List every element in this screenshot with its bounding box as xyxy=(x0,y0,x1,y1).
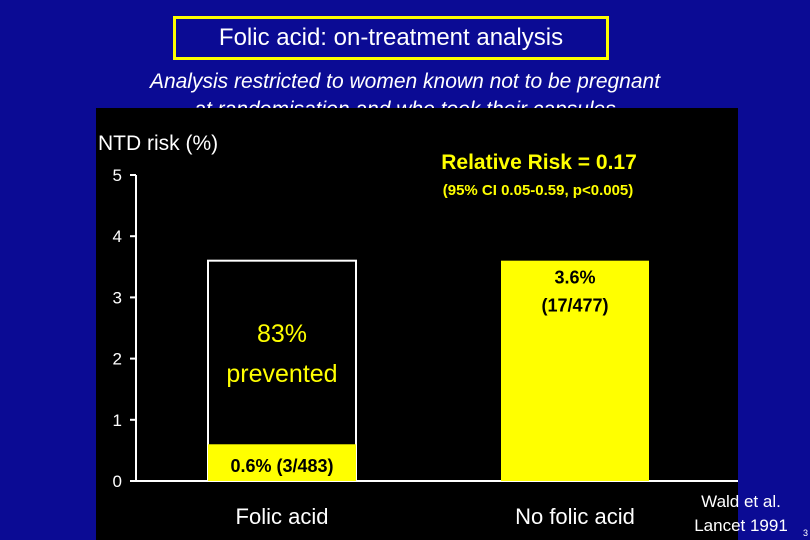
page-number: 3 xyxy=(803,528,809,538)
data-label-no-folic-acid-count: (17/477) xyxy=(541,296,608,316)
bar-folic-acid xyxy=(208,444,356,481)
data-label-folic-acid: 0.6% (3/483) xyxy=(230,456,333,476)
slide-title: Folic acid: on-treatment analysis xyxy=(173,16,609,60)
y-tick-label: 1 xyxy=(113,411,122,430)
citation: Wald et al. Lancet 1991 xyxy=(678,490,804,538)
confidence-interval-annotation: (95% CI 0.05-0.59, p<0.005) xyxy=(443,182,634,199)
y-tick-label: 0 xyxy=(113,472,122,491)
y-tick-label: 5 xyxy=(113,166,122,185)
prevented-word-annotation: prevented xyxy=(226,360,337,388)
prevented-percent-annotation: 83% xyxy=(257,320,307,348)
subtitle-line-1: Analysis restricted to women known not t… xyxy=(149,70,661,93)
citation-line-2: Lancet 1991 xyxy=(694,516,788,535)
bar-no-folic-acid xyxy=(501,260,649,481)
relative-risk-annotation: Relative Risk = 0.17 xyxy=(441,151,637,174)
y-tick-label: 4 xyxy=(113,227,122,246)
citation-line-1: Wald et al. xyxy=(701,492,781,511)
x-category-label: Folic acid xyxy=(236,504,329,529)
y-tick-label: 2 xyxy=(113,350,122,369)
y-tick-label: 3 xyxy=(113,288,122,307)
data-label-no-folic-acid-pct: 3.6% xyxy=(554,268,595,288)
x-category-label: No folic acid xyxy=(515,504,635,529)
y-axis-label: NTD risk (%) xyxy=(98,132,218,155)
